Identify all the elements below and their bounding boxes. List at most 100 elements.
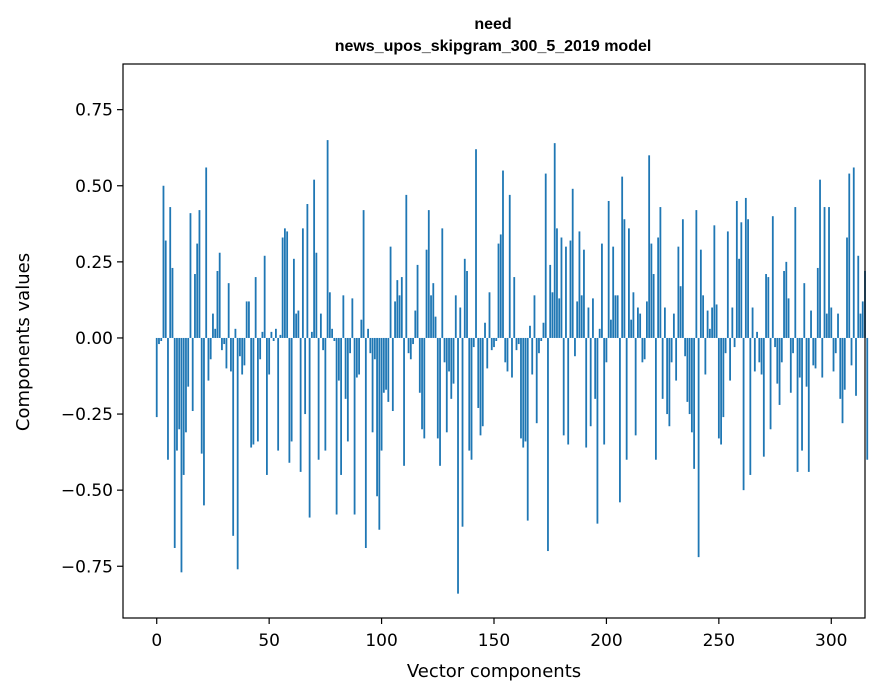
bar-111 — [405, 194, 408, 338]
bar-119 — [423, 337, 426, 439]
bar-93 — [364, 337, 367, 548]
bar-293 — [814, 337, 817, 369]
bar-48 — [263, 255, 266, 338]
bar-82 — [340, 337, 342, 475]
bar-2 — [160, 337, 163, 341]
bar-281 — [787, 298, 790, 338]
x-tick-label: 300 — [815, 631, 847, 651]
bar-236 — [686, 337, 689, 402]
y-axis-label: Components values — [13, 253, 34, 431]
bar-53 — [275, 328, 277, 338]
bar-84 — [344, 337, 347, 399]
y-tick-label: 0.25 — [75, 253, 113, 273]
bar-307 — [846, 237, 848, 338]
bar-23 — [207, 337, 210, 381]
bar-34 — [232, 337, 235, 536]
bar-298 — [825, 313, 828, 338]
bar-263 — [747, 219, 749, 338]
bar-305 — [841, 337, 844, 424]
bar-240 — [695, 210, 698, 338]
bar-253 — [724, 337, 727, 354]
bar-199 — [603, 337, 606, 445]
bar-27 — [216, 270, 219, 338]
bar-166 — [529, 325, 531, 338]
bar-71 — [315, 252, 318, 338]
bar-195 — [594, 337, 597, 399]
bar-186 — [574, 337, 576, 357]
bar-12 — [182, 337, 185, 475]
bar-141 — [472, 337, 475, 348]
bar-256 — [731, 307, 734, 338]
bar-16 — [191, 337, 194, 412]
bar-50 — [268, 337, 271, 375]
bar-265 — [751, 307, 754, 338]
bar-216 — [641, 337, 644, 363]
bar-144 — [479, 337, 482, 436]
bar-130 — [448, 337, 450, 372]
bar-29 — [221, 337, 223, 351]
chart-title: need — [474, 16, 511, 33]
bar-291 — [810, 310, 812, 338]
bar-88 — [353, 337, 356, 515]
bar-132 — [452, 337, 455, 384]
bar-308 — [848, 173, 851, 338]
bar-219 — [648, 155, 651, 338]
bar-278 — [780, 337, 783, 363]
bar-252 — [722, 337, 725, 418]
bar-58 — [286, 231, 289, 338]
bar-167 — [531, 337, 534, 375]
bar-198 — [601, 243, 603, 338]
bar-187 — [576, 301, 579, 338]
bar-129 — [445, 337, 448, 433]
bar-116 — [416, 264, 419, 338]
bar-235 — [684, 337, 687, 357]
bar-215 — [639, 313, 642, 338]
bar-266 — [753, 337, 756, 372]
bar-99 — [378, 337, 381, 530]
bar-14 — [187, 337, 190, 387]
bar-176 — [551, 292, 554, 338]
bar-289 — [805, 337, 808, 387]
bar-15 — [189, 213, 192, 338]
bar-284 — [794, 207, 797, 338]
bar-287 — [801, 337, 803, 451]
bar-26 — [214, 328, 217, 338]
bar-182 — [565, 246, 567, 338]
y-axis-ticks: −0.75 −0.50 −0.25 0.00 0.25 0.50 0.75 — [61, 101, 123, 577]
bar-239 — [693, 337, 696, 469]
bar-41 — [248, 301, 250, 338]
bar-107 — [396, 280, 399, 338]
bar-165 — [526, 337, 529, 521]
bar-245 — [706, 310, 709, 338]
bar-223 — [657, 237, 660, 338]
bar-222 — [654, 337, 657, 460]
bar-249 — [715, 304, 718, 338]
bar-18 — [196, 243, 199, 338]
bar-124 — [434, 316, 437, 338]
bar-30 — [223, 337, 226, 345]
bar-246 — [708, 328, 711, 338]
x-tick-label: 50 — [258, 631, 280, 651]
bar-42 — [250, 337, 253, 448]
bar-109 — [400, 277, 403, 338]
bars-group — [155, 140, 869, 594]
bar-224 — [659, 207, 662, 338]
bar-5 — [167, 337, 169, 460]
bar-89 — [355, 337, 358, 378]
bar-172 — [542, 322, 545, 338]
bar-68 — [308, 337, 311, 518]
bar-97 — [373, 337, 376, 360]
bar-272 — [767, 277, 770, 338]
bar-40 — [245, 301, 248, 338]
x-tick-label: 250 — [703, 631, 735, 651]
bar-214 — [637, 307, 639, 338]
bar-179 — [558, 298, 561, 338]
bar-22 — [205, 167, 208, 338]
bar-90 — [358, 337, 360, 375]
bar-139 — [468, 337, 471, 451]
bar-207 — [621, 176, 624, 338]
bar-271 — [765, 274, 767, 338]
bar-115 — [414, 310, 417, 338]
